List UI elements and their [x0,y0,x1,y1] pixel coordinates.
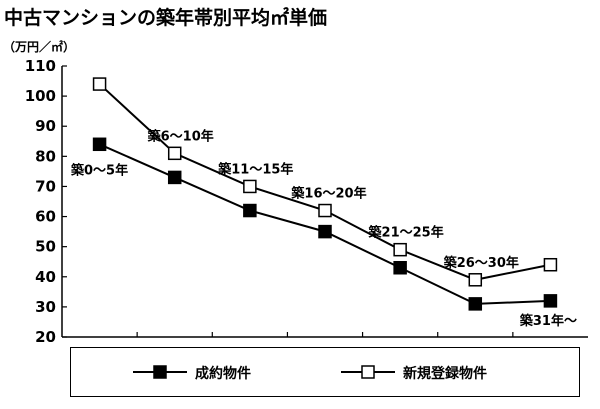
category-label: 築11～15年 [217,161,293,177]
chart-axes [61,65,588,338]
data-point-series-0 [318,224,332,239]
data-point-series-1 [543,257,558,272]
category-label: 築0～5年 [70,162,128,178]
legend-label-series-1: 新規登録物件 [403,366,487,382]
data-point-series-0 [393,260,407,275]
chart-title: 中古マンションの築年帯別平均㎡単価 [4,7,328,29]
category-label: 築16～20年 [290,186,366,202]
data-point-series-0 [92,137,107,152]
series-markers [92,77,558,311]
y-tick-label: 100 [25,87,56,105]
y-tick-label: 40 [35,268,56,286]
legend: 成約物件 新規登録物件 [70,347,580,397]
data-point-series-0 [468,297,483,311]
y-tick-label: 110 [25,57,56,75]
data-point-series-0 [167,170,182,185]
category-label: 築31年～ [519,313,577,329]
data-point-series-1 [393,242,407,257]
category-annotations: 築0～5年 築6～10年築11～15年築16～20年築21～25年築26～30年築… [70,128,577,329]
y-tick-label: 20 [35,328,56,345]
series-line-1 [98,83,551,281]
legend-label-series-0: 成約物件 [195,366,251,382]
data-point-series-1 [468,273,483,287]
line-chart: 110 100 90 80 70 60 50 40 30 20 築0～5年 築6～10年築11～15… [25,57,588,345]
y-tick-label: 50 [35,238,56,256]
data-point-series-0 [243,203,257,218]
filled-square-marker-icon [133,365,187,379]
data-point-series-1 [318,203,332,218]
open-square-marker-icon [341,365,395,379]
y-tick-labels: 110 100 90 80 70 60 50 40 30 20 [25,57,56,345]
y-tick-label: 30 [35,298,56,316]
category-label: 築26～30年 [443,255,519,271]
category-label: 築21～25年 [368,225,444,241]
data-point-series-1 [243,179,257,194]
y-tick-label: 60 [35,208,56,226]
category-label: 築6～10年 [147,128,214,144]
data-point-series-1 [167,146,182,161]
y-tick-label: 80 [35,147,56,165]
series-line-0 [99,143,551,305]
y-axis-unit-label: （万円／㎡） [3,40,76,54]
data-point-series-1 [92,77,107,91]
y-tick-label: 70 [35,177,56,195]
data-point-series-0 [543,294,558,308]
y-tick-label: 90 [35,117,56,135]
